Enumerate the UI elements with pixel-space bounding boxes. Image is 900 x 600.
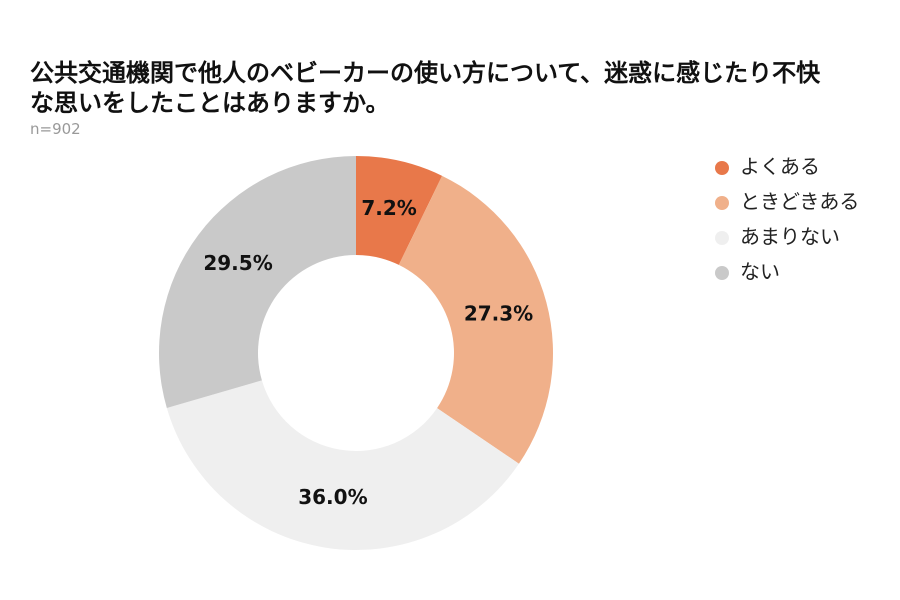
donut-slice — [158, 156, 356, 408]
donut-slice — [356, 156, 443, 265]
value-label: 29.5% — [203, 251, 272, 275]
value-label: 7.2% — [361, 196, 416, 220]
chart-title: 公共交通機関で他人のベビーカーの使い方について、迷惑に感じたり不快な思いをしたこ… — [30, 59, 821, 117]
chart-subtitle: n=902 — [30, 120, 81, 138]
legend-marker — [715, 231, 729, 245]
legend-label: ない — [740, 260, 780, 284]
legend-label: あまりない — [740, 225, 840, 249]
legend-marker — [715, 266, 729, 280]
legend-marker — [715, 196, 729, 210]
legend-label: ときどきある — [740, 190, 859, 214]
value-label: 36.0% — [298, 485, 367, 509]
legend-marker — [715, 161, 729, 175]
value-label: 27.3% — [464, 301, 533, 325]
legend-label: よくある — [740, 155, 820, 179]
donut-slice — [398, 175, 553, 464]
donut-slice — [166, 380, 519, 550]
